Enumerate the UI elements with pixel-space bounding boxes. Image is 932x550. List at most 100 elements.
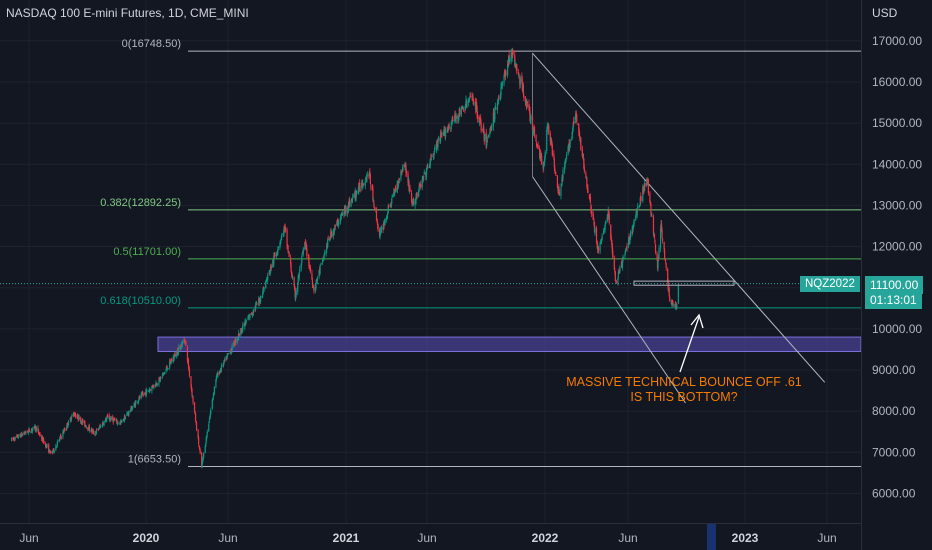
candle-body [337, 224, 339, 225]
channel-lower-line[interactable] [532, 176, 686, 404]
candle-body [201, 453, 203, 467]
channel-upper-line[interactable] [532, 52, 826, 383]
candle-body [423, 172, 425, 175]
candle-body [592, 217, 595, 221]
candle-body [75, 414, 77, 418]
candle-body [556, 175, 559, 188]
candle-body [301, 253, 303, 256]
candle-body [425, 171, 427, 178]
candle-body [601, 235, 603, 241]
candle-body [626, 246, 628, 248]
symbol-title[interactable]: NASDAQ 100 E-mini Futures, 1D, CME_MINI [6, 6, 249, 20]
candle-body [505, 73, 507, 75]
candle-body [98, 428, 100, 430]
candle-body [543, 164, 545, 168]
candle-body [318, 270, 320, 277]
last-price-label[interactable]: 11100.00 [865, 276, 924, 294]
candle-body [346, 208, 349, 214]
currency-label[interactable]: USD [872, 6, 898, 20]
symbol-price-tag[interactable]: NQZ2022 [800, 276, 860, 292]
candle-body [412, 201, 415, 205]
candle-body [404, 164, 407, 165]
candle-body [245, 320, 247, 325]
candle-body [553, 153, 555, 159]
candle-body [369, 171, 371, 175]
candle-body [205, 443, 207, 447]
candle-body [30, 429, 33, 432]
candle-body [327, 239, 329, 248]
candle-body [590, 209, 593, 214]
candle-body [170, 360, 172, 363]
candle-body [188, 369, 191, 376]
candle-body [297, 283, 299, 293]
candle-body [433, 153, 435, 158]
candle-body [39, 433, 41, 437]
candle-body [193, 402, 196, 412]
time-tick-label: 2020 [133, 531, 160, 545]
price-axis[interactable]: 17000.00 16000.00 15000.00 14000.00 13000.00… [872, 34, 922, 501]
time-axis[interactable]: Jun 2020 Jun 2021 Jun 2022 Jun 2023 Jun [19, 523, 837, 550]
candle-body [302, 248, 304, 254]
candle-body [473, 102, 475, 104]
candle-body [372, 201, 375, 203]
candle-body [489, 131, 491, 135]
candle-body [585, 172, 587, 178]
candle-body [222, 365, 224, 367]
candle-body [208, 420, 210, 423]
candle-body [672, 300, 674, 306]
candle-body [149, 390, 151, 391]
candle-body [112, 416, 114, 420]
time-tick-label: Jun [417, 531, 436, 545]
candle-body [610, 224, 612, 239]
candle-body [612, 251, 614, 258]
candle-body [338, 222, 340, 225]
candle-body [656, 252, 658, 260]
current-price-box[interactable] [0, 280, 861, 286]
candle-body [38, 432, 40, 435]
candle-body [587, 188, 589, 194]
candle-body [37, 429, 40, 434]
candle-body [624, 253, 626, 257]
candle-body [490, 128, 492, 130]
candle-body [451, 123, 453, 125]
candle-body [387, 206, 389, 214]
candle-body [59, 437, 61, 440]
candle-body [669, 297, 671, 302]
candle-body [60, 436, 63, 438]
candle-body [281, 233, 283, 235]
candle-body [391, 195, 393, 198]
candle-body [103, 421, 105, 426]
candle-body [430, 156, 432, 158]
candle-body [339, 217, 342, 222]
annotation-arrow[interactable] [679, 316, 700, 373]
candle-body [394, 189, 396, 194]
candle-body [319, 266, 321, 274]
candle-body [563, 165, 566, 171]
candle-body [645, 182, 647, 186]
candle-body [416, 193, 418, 197]
candle-body [223, 359, 225, 363]
candle-body [569, 140, 571, 148]
candle-body [70, 419, 72, 421]
candle-body [170, 362, 172, 364]
fib-retracement[interactable]: 0(16748.50) 0.382(12892.25) 0.5(11701.00) 0… [100, 38, 861, 468]
candle-body [486, 143, 488, 146]
candle-body [663, 242, 665, 250]
candle-body [247, 318, 249, 320]
candle-body [370, 184, 372, 189]
candle-body [614, 271, 616, 281]
support-zone[interactable] [157, 336, 862, 352]
candle-body [24, 432, 26, 434]
support-zone-rect[interactable] [157, 336, 862, 352]
candle-body [286, 229, 288, 246]
candle-body [163, 371, 166, 375]
candle-body [476, 106, 478, 117]
candle-body [611, 239, 613, 245]
candle-body [523, 96, 525, 98]
candle-body [276, 253, 278, 255]
candle-body [131, 407, 134, 410]
candle-body [657, 258, 659, 269]
candle-body [436, 143, 438, 145]
